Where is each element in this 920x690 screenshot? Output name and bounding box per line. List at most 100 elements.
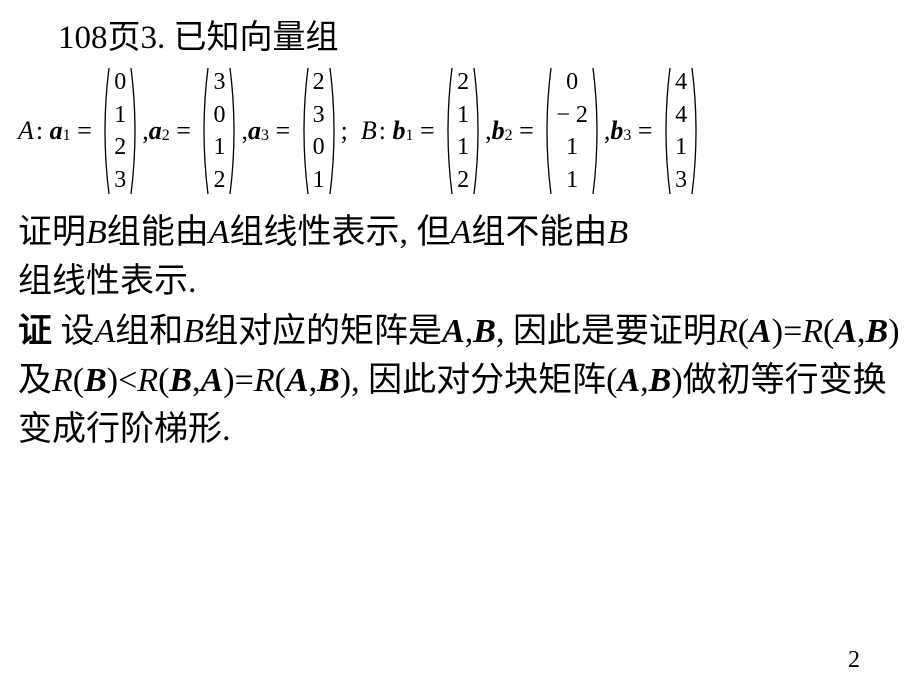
vec-b3-col: 4 4 1 3 <box>672 66 690 196</box>
sym-B: B <box>183 313 204 350</box>
cell: 4 <box>675 70 687 94</box>
right-paren-icon <box>690 66 702 196</box>
vec-b3-name: b <box>610 116 623 146</box>
sym-B: B <box>169 362 192 399</box>
sym-B: B <box>317 362 340 399</box>
cell: 1 <box>457 135 469 159</box>
cell: 1 <box>313 168 325 192</box>
sym-B: B <box>84 362 107 399</box>
sym-B: B <box>866 313 889 350</box>
eq: = <box>783 313 802 350</box>
math-row: A : a1 = 0 1 2 3 , a2 = 3 0 1 2 , a3 = 2… <box>18 66 902 196</box>
t: 组线性表示, 但 <box>230 214 451 251</box>
sym-R: R <box>802 313 823 350</box>
rp: ) <box>772 313 783 350</box>
left-paren-icon <box>442 66 454 196</box>
cell: 1 <box>556 168 588 192</box>
left-paren-icon <box>198 66 210 196</box>
equals: = <box>269 116 297 146</box>
cell: 3 <box>114 168 126 192</box>
comma: , <box>857 313 866 350</box>
lp: ( <box>73 362 84 399</box>
t: 组线性表示. <box>18 263 197 300</box>
cell: − 2 <box>556 103 588 127</box>
sym-B: B <box>607 214 628 251</box>
t: 组对应的矩阵是 <box>204 313 442 350</box>
vec-a1-sub: 1 <box>63 127 71 145</box>
cell: 2 <box>213 168 225 192</box>
t: 组和 <box>115 313 183 350</box>
cell: 2 <box>114 135 126 159</box>
t: , 因此对分块矩阵( <box>351 362 617 399</box>
semicolon: ; <box>341 116 348 146</box>
vec-b2-col: 0 − 2 1 1 <box>553 66 591 196</box>
group-a-label: A <box>18 116 34 146</box>
vec-a2-col: 3 0 1 2 <box>210 66 228 196</box>
vector-b1: 2 1 1 2 <box>442 66 484 196</box>
comma: , <box>192 362 201 399</box>
vec-b3-sub: 3 <box>623 127 631 145</box>
lp: ( <box>158 362 169 399</box>
rp: ) <box>107 362 118 399</box>
cell: 2 <box>457 168 469 192</box>
left-paren-icon <box>660 66 672 196</box>
right-paren-icon <box>472 66 484 196</box>
comma: , <box>640 362 649 399</box>
right-paren-icon <box>228 66 240 196</box>
heading: 108页3. 已知向量组 <box>58 10 902 58</box>
sym-B: B <box>649 362 672 399</box>
colon: : <box>379 116 386 146</box>
vector-a2: 3 0 1 2 <box>198 66 240 196</box>
t: 及 <box>18 362 52 399</box>
equals: = <box>71 116 99 146</box>
lp: ( <box>823 313 834 350</box>
equals: = <box>170 116 198 146</box>
sym-B: B <box>86 214 107 251</box>
t: 组不能由 <box>471 214 607 251</box>
sym-A: A <box>749 313 772 350</box>
vec-a3-sub: 3 <box>261 127 269 145</box>
cell: 4 <box>675 103 687 127</box>
left-paren-icon <box>99 66 111 196</box>
vec-b1-sub: 1 <box>406 127 414 145</box>
equals: = <box>631 116 659 146</box>
equals: = <box>513 116 541 146</box>
vec-a2-sub: 2 <box>162 127 170 145</box>
left-paren-icon <box>541 66 553 196</box>
lt: < <box>118 362 137 399</box>
cell: 3 <box>313 103 325 127</box>
vector-a1: 0 1 2 3 <box>99 66 141 196</box>
cell: 0 <box>213 103 225 127</box>
rp: ) <box>340 362 351 399</box>
t: 组能由 <box>107 214 209 251</box>
cell: 0 <box>556 70 588 94</box>
equals: = <box>414 116 442 146</box>
vec-b1-name: b <box>393 116 406 146</box>
eq: = <box>235 362 254 399</box>
sym-A: A <box>442 313 465 350</box>
proof-label: 证 <box>18 313 52 350</box>
right-paren-icon <box>129 66 141 196</box>
cell: 2 <box>457 70 469 94</box>
vector-b2: 0 − 2 1 1 <box>541 66 603 196</box>
body-paragraphs: 证明B组能由A组线性表示, 但A组不能由B 组线性表示. 证 设A组和B组对应的… <box>18 208 902 454</box>
sym-A: A <box>617 362 640 399</box>
sym-B: B <box>473 313 496 350</box>
sym-A: A <box>209 214 230 251</box>
t: , 因此是要证明 <box>496 313 717 350</box>
cell: 2 <box>313 70 325 94</box>
sym-A: A <box>95 313 116 350</box>
colon: : <box>36 116 43 146</box>
cell: 1 <box>213 135 225 159</box>
rp: ) <box>888 313 899 350</box>
cell: 1 <box>675 135 687 159</box>
cell: 0 <box>114 70 126 94</box>
cell: 1 <box>114 103 126 127</box>
vec-a1-col: 0 1 2 3 <box>111 66 129 196</box>
sym-A: A <box>286 362 309 399</box>
vector-b3: 4 4 1 3 <box>660 66 702 196</box>
t: 设 <box>52 313 95 350</box>
vec-a3-name: a <box>248 116 261 146</box>
cell: 1 <box>556 135 588 159</box>
vec-a1-name: a <box>50 116 63 146</box>
